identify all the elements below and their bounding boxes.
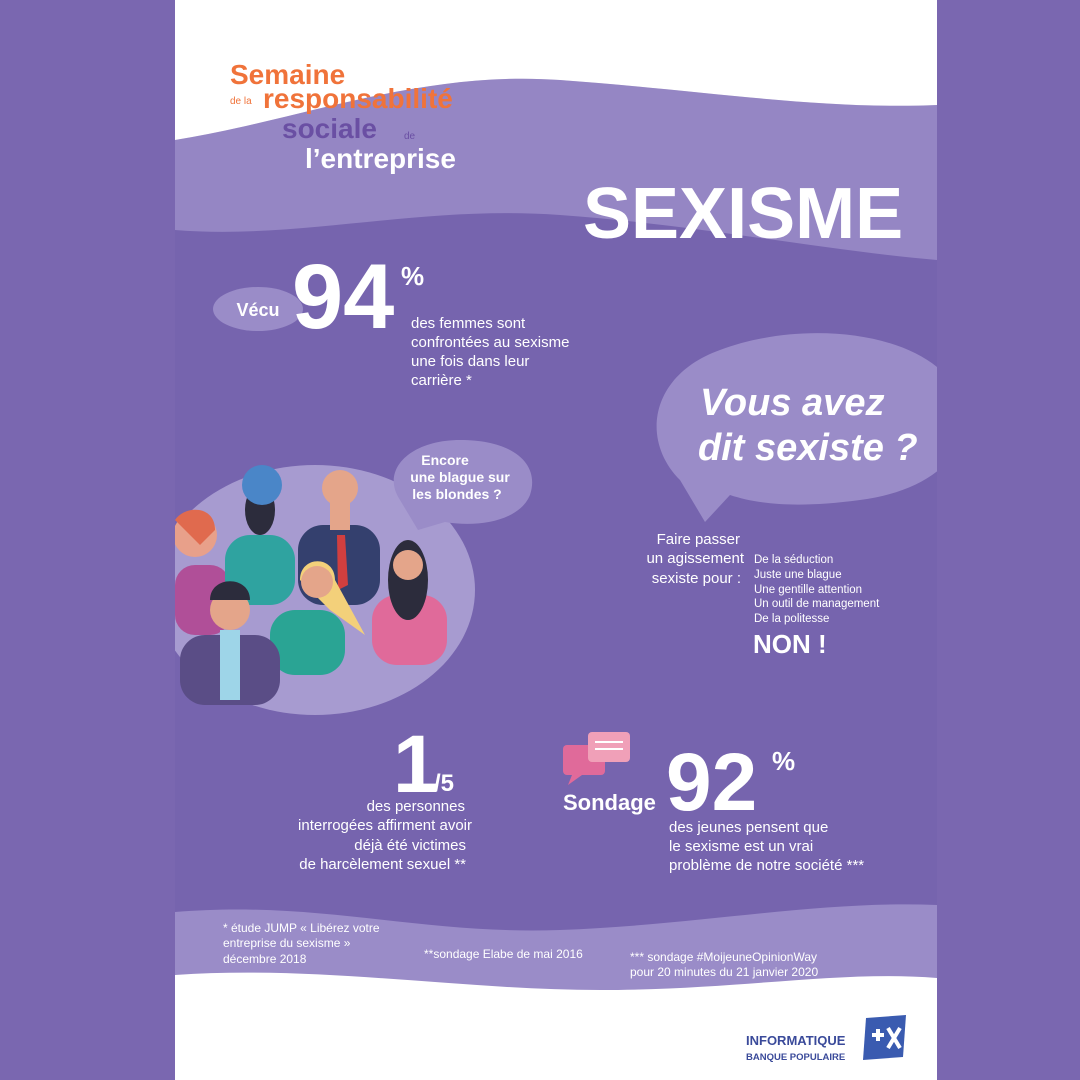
speech-text: Encore une blague sur les blondes ? <box>410 452 510 502</box>
logo-symbol <box>872 1026 902 1050</box>
vecu-pill <box>213 287 303 331</box>
stat-denominator: /5 <box>434 770 454 797</box>
logo-mark <box>863 1015 906 1060</box>
big-bubble <box>656 333 937 522</box>
footnote: *** sondage #MoijeuneOpinionWay <box>630 950 817 964</box>
footnote: * étude JUMP « Libérez votre <box>223 921 380 935</box>
stat-line: confrontées au sexisme <box>411 334 569 351</box>
sondage-icon <box>563 732 630 785</box>
logo-name: INFORMATIQUE <box>746 1033 846 1048</box>
list-item: De la séduction <box>754 554 833 566</box>
footnote: entreprise du sexisme » <box>223 936 351 950</box>
stat-line: une fois dans leur <box>411 353 529 370</box>
stat-line: de harcèlement sexuel ** <box>299 856 466 873</box>
stat-unit: % <box>772 746 795 776</box>
list-item: Un outil de management <box>754 598 880 610</box>
stat-number: 94 <box>292 246 394 348</box>
list-item: De la politesse <box>754 613 829 625</box>
logo: INFORMATIQUE BANQUE POPULAIRE <box>746 1015 906 1063</box>
panel <box>175 0 937 1080</box>
footnotes: * étude JUMP « Libérez votre entreprise … <box>223 921 818 979</box>
title: SEXISME <box>583 174 903 254</box>
intro-line: un agissement <box>646 550 744 567</box>
stat-line: déjà été victimes <box>354 837 466 854</box>
speech-bubble <box>393 440 533 530</box>
header: Semaine de la responsabilité sociale de … <box>230 59 456 174</box>
conclusion: NON ! <box>753 629 827 659</box>
top-band <box>175 78 937 260</box>
stat-unit: % <box>401 261 424 291</box>
top-white <box>175 0 937 140</box>
stat-line: le sexisme est un vrai <box>669 838 813 855</box>
stat-line: des jeunes pensent que <box>669 819 828 836</box>
speech-line: les blondes ? <box>412 486 501 502</box>
bubble-line: Vous avez <box>700 382 884 424</box>
header-line: l’entreprise <box>305 143 456 174</box>
intro-line: sexiste pour : <box>652 570 741 587</box>
header-line: responsabilité <box>263 83 453 114</box>
intro-line: Faire passer <box>657 531 740 548</box>
stat-text: des femmes sont confrontées au sexisme u… <box>411 315 569 389</box>
stat-line: des femmes sont <box>411 315 526 332</box>
stat-line: problème de notre société *** <box>669 857 864 874</box>
stat-line: interrogées affirment avoir <box>298 817 472 834</box>
header-line: Semaine <box>230 59 345 90</box>
bottom-white <box>175 972 937 1080</box>
list-items: De la séduction Juste une blague Une gen… <box>754 554 880 625</box>
bubble-line: dit sexiste ? <box>698 427 918 469</box>
list-item: Une gentille attention <box>754 584 862 596</box>
speech-line: Encore <box>421 452 469 468</box>
list-intro: Faire passer un agissement sexiste pour … <box>646 531 744 587</box>
footnote: décembre 2018 <box>223 952 307 966</box>
stat-line: des personnes <box>367 798 465 815</box>
list-item: Juste une blague <box>754 569 842 581</box>
stat-text: des jeunes pensent que le sexisme est un… <box>669 819 864 874</box>
tag: Vécu <box>236 300 279 320</box>
header-suffix: de <box>404 131 416 142</box>
people <box>175 465 447 705</box>
header-prefix: de la <box>230 96 252 107</box>
stat-number: 92 <box>666 737 757 828</box>
logo-brand: BANQUE POPULAIRE <box>746 1052 845 1063</box>
footnote: **sondage Elabe de mai 2016 <box>424 947 583 961</box>
tag: Sondage <box>563 790 656 815</box>
footnote: pour 20 minutes du 21 janvier 2020 <box>630 965 818 979</box>
header-line: sociale <box>282 113 377 144</box>
stat-text: des personnes interrogées affirment avoi… <box>298 798 472 873</box>
stat-line: carrière * <box>411 372 472 389</box>
speech-line: une blague sur <box>410 469 510 485</box>
stat-number: 1 <box>393 719 439 810</box>
